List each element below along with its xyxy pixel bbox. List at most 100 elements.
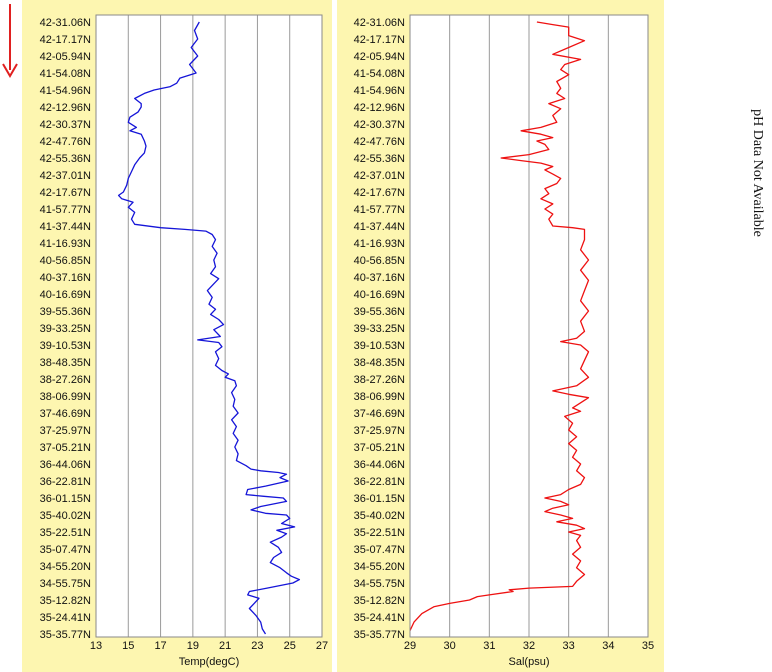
x-tick-label: 34 bbox=[602, 640, 614, 652]
y-tick-label: 42-47.76N bbox=[354, 136, 405, 148]
x-tick-label: 19 bbox=[187, 640, 199, 652]
x-tick-label: 32 bbox=[523, 640, 535, 652]
temperature-panel: 42-31.06N 42-17.17N 42-05.94N 41-54.08N 41-5… bbox=[22, 0, 332, 672]
y-tick-label: 42-12.96N bbox=[40, 102, 91, 114]
y-tick-label: 38-06.99N bbox=[40, 391, 91, 403]
y-tick-label: 41-54.96N bbox=[40, 85, 91, 97]
y-tick-label: 38-48.35N bbox=[40, 357, 91, 369]
y-tick-label: 39-55.36N bbox=[40, 306, 91, 318]
x-tick-label: 25 bbox=[284, 640, 296, 652]
y-tick-label: 41-37.44N bbox=[40, 221, 91, 233]
x-axis-label: Sal(psu) bbox=[509, 656, 550, 668]
y-tick-label: 42-37.01N bbox=[40, 170, 91, 182]
y-tick-label: 42-47.76N bbox=[40, 136, 91, 148]
y-tick-label: 42-55.36N bbox=[354, 153, 405, 165]
y-tick-label: 38-27.26N bbox=[40, 374, 91, 386]
x-axis-label: Temp(degC) bbox=[179, 656, 240, 668]
y-tick-label: 41-57.77N bbox=[40, 204, 91, 216]
y-tick-label: 41-54.08N bbox=[40, 68, 91, 80]
side-note: pH Data Not Available bbox=[740, 58, 772, 288]
y-tick-label: 37-25.97N bbox=[354, 425, 405, 437]
y-tick-label: 39-10.53N bbox=[40, 340, 91, 352]
y-tick-label: 37-46.69N bbox=[354, 408, 405, 420]
series-line bbox=[409, 21, 590, 631]
y-tick-label: 35-07.47N bbox=[40, 544, 91, 556]
y-tick-label: 37-05.21N bbox=[354, 442, 405, 454]
y-tick-label: 36-01.15N bbox=[354, 493, 405, 505]
x-tick-label: 17 bbox=[154, 640, 166, 652]
plot-border bbox=[95, 14, 323, 638]
x-tick-label: 27 bbox=[316, 640, 328, 652]
y-tick-label: 34-55.75N bbox=[40, 578, 91, 590]
y-tick-label: 40-16.69N bbox=[354, 289, 405, 301]
y-tick-label: 42-55.36N bbox=[40, 153, 91, 165]
y-tick-label: 39-33.25N bbox=[354, 323, 405, 335]
y-tick-label: 35-12.82N bbox=[40, 595, 91, 607]
plot-area bbox=[96, 15, 322, 637]
y-tick-label: 38-48.35N bbox=[354, 357, 405, 369]
y-tick-label: 35-22.51N bbox=[354, 527, 405, 539]
ph-unavailable-label: pH Data Not Available bbox=[750, 109, 765, 237]
y-tick-label: 38-06.99N bbox=[354, 391, 405, 403]
y-tick-label: 42-37.01N bbox=[354, 170, 405, 182]
x-tick-label: 30 bbox=[444, 640, 456, 652]
x-tick-label: 35 bbox=[642, 640, 654, 652]
y-tick-label: 42-30.37N bbox=[354, 119, 405, 131]
y-tick-label: 34-55.20N bbox=[40, 561, 91, 573]
y-tick-label: 42-17.17N bbox=[40, 34, 91, 46]
y-tick-label: 35-40.02N bbox=[40, 510, 91, 522]
x-tick-label: 29 bbox=[404, 640, 416, 652]
y-tick-label: 39-55.36N bbox=[354, 306, 405, 318]
y-tick-label: 35-24.41N bbox=[354, 612, 405, 624]
y-tick-label: 42-12.96N bbox=[354, 102, 405, 114]
y-tick-label: 42-05.94N bbox=[354, 51, 405, 63]
y-tick-label: 36-44.06N bbox=[354, 459, 405, 471]
plot-border bbox=[409, 14, 649, 638]
y-tick-label: 37-25.97N bbox=[40, 425, 91, 437]
y-tick-label: 41-57.77N bbox=[354, 204, 405, 216]
series-line bbox=[117, 21, 301, 635]
y-tick-label: 35-22.51N bbox=[40, 527, 91, 539]
x-tick-label: 33 bbox=[563, 640, 575, 652]
y-tick-label: 36-22.81N bbox=[354, 476, 405, 488]
y-tick-label: 36-01.15N bbox=[40, 493, 91, 505]
y-tick-label: 41-16.93N bbox=[354, 238, 405, 250]
x-tick-label: 13 bbox=[90, 640, 102, 652]
y-tick-label: 35-12.82N bbox=[354, 595, 405, 607]
y-tick-label: 42-17.17N bbox=[354, 34, 405, 46]
y-tick-label: 37-05.21N bbox=[40, 442, 91, 454]
y-tick-label: 42-30.37N bbox=[40, 119, 91, 131]
y-tick-label: 35-35.77N bbox=[354, 629, 405, 641]
y-tick-label: 41-54.96N bbox=[354, 85, 405, 97]
y-tick-label: 40-56.85N bbox=[40, 255, 91, 267]
y-tick-label: 36-44.06N bbox=[40, 459, 91, 471]
y-tick-label: 42-05.94N bbox=[40, 51, 91, 63]
y-tick-label: 37-46.69N bbox=[40, 408, 91, 420]
y-tick-label: 34-55.20N bbox=[354, 561, 405, 573]
y-tick-label: 39-10.53N bbox=[354, 340, 405, 352]
y-tick-label: 41-16.93N bbox=[40, 238, 91, 250]
y-tick-label: 35-35.77N bbox=[40, 629, 91, 641]
y-tick-label: 36-22.81N bbox=[40, 476, 91, 488]
y-tick-label: 40-37.16N bbox=[40, 272, 91, 284]
y-tick-label: 38-27.26N bbox=[354, 374, 405, 386]
y-tick-label: 40-16.69N bbox=[40, 289, 91, 301]
x-tick-label: 15 bbox=[122, 640, 134, 652]
y-tick-label: 40-37.16N bbox=[354, 272, 405, 284]
y-tick-label: 35-07.47N bbox=[354, 544, 405, 556]
y-tick-label: 40-56.85N bbox=[354, 255, 405, 267]
x-tick-label: 31 bbox=[483, 640, 495, 652]
y-tick-label: 35-24.41N bbox=[40, 612, 91, 624]
y-tick-label: 42-17.67N bbox=[40, 187, 91, 199]
y-tick-label: 41-54.08N bbox=[354, 68, 405, 80]
y-tick-label: 42-31.06N bbox=[354, 17, 405, 29]
y-tick-label: 35-40.02N bbox=[354, 510, 405, 522]
salinity-panel: 42-31.06N 42-17.17N 42-05.94N 41-54.08N 41-5… bbox=[337, 0, 664, 672]
y-tick-label: 42-31.06N bbox=[40, 17, 91, 29]
y-tick-label: 41-37.44N bbox=[354, 221, 405, 233]
x-tick-label: 21 bbox=[219, 640, 231, 652]
arrow-down-icon bbox=[2, 4, 18, 78]
y-tick-label: 39-33.25N bbox=[40, 323, 91, 335]
y-tick-label: 34-55.75N bbox=[354, 578, 405, 590]
